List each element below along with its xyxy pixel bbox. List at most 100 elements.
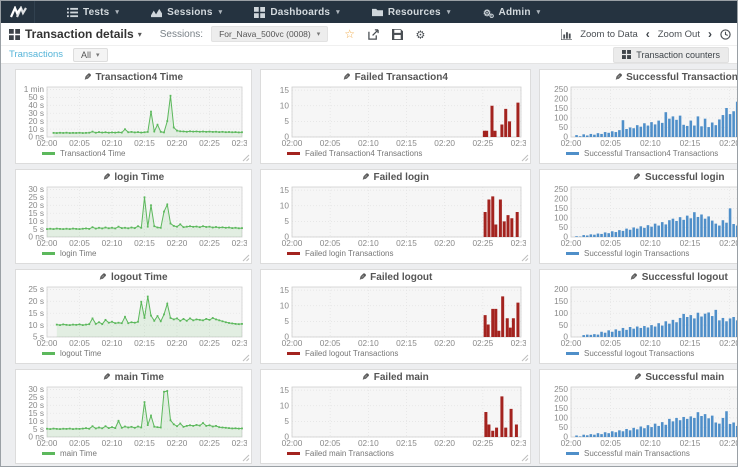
legend-label: login Time xyxy=(60,249,97,258)
chart-plot[interactable]: 02:00 02:05 02:10 02:15 02:20 02:25 02:30 15 10 5… xyxy=(265,284,526,348)
pan-left-chevron-icon[interactable]: ‹ xyxy=(645,27,650,41)
zoom-to-data-button[interactable]: Zoom to Data xyxy=(580,28,638,40)
legend-swatch xyxy=(287,252,300,255)
session-select[interactable]: For_Nava_500vc (0008) ▾ xyxy=(211,26,329,42)
chart-plot[interactable]: 02:0002:0502:1002:1502:2002:2502:3020015… xyxy=(544,284,737,348)
resize-handle-icon[interactable] xyxy=(521,154,529,162)
svg-text:02:00: 02:00 xyxy=(561,238,582,248)
chart-panel-main-time: ✎ main Time 02:00 02:05 02:10 02:15 02:20 02:2… xyxy=(15,369,252,464)
chart-plot[interactable]: 02:00 02:05 02:10 02:15 02:20 02:25 02:30 15 10 5… xyxy=(265,184,526,248)
chart-plot[interactable]: 02:00 02:05 02:10 02:15 02:20 02:25 02:30 25 s 2… xyxy=(20,284,247,348)
chart-plot[interactable]: 02:00 02:05 02:10 02:15 02:20 02:25 02:30 1 min… xyxy=(20,84,247,148)
edit-chart-pencil-icon[interactable]: ✎ xyxy=(630,272,638,282)
nav-item-resources[interactable]: Resources ▾ xyxy=(358,1,465,23)
legend-label: Successful Transaction4 Transactions xyxy=(584,149,719,158)
svg-text:02:20: 02:20 xyxy=(167,438,188,448)
favorite-star-icon[interactable]: ☆ xyxy=(344,27,356,41)
svg-text:0: 0 xyxy=(563,132,568,142)
svg-text:40 s: 40 s xyxy=(28,100,44,110)
chart-panel-failed-transaction4: ✎ Failed Transaction4 02:00 02:05 02:10 02:1… xyxy=(260,69,531,164)
all-filter-dropdown[interactable]: All ▾ xyxy=(73,47,108,62)
resize-handle-icon[interactable] xyxy=(521,254,529,262)
resize-handle-icon[interactable] xyxy=(242,454,250,462)
legend-label: Successful login Transactions xyxy=(584,249,690,258)
svg-text:⚙: ⚙ xyxy=(488,13,493,18)
edit-chart-pencil-icon[interactable]: ✎ xyxy=(343,72,351,82)
legend-swatch xyxy=(566,352,579,355)
zoom-out-button[interactable]: Zoom Out xyxy=(657,28,700,40)
edit-chart-pencil-icon[interactable]: ✎ xyxy=(633,172,642,182)
app-logo[interactable] xyxy=(1,1,35,23)
dashboard-title-caret-icon[interactable]: ▾ xyxy=(137,29,142,39)
svg-text:30 s: 30 s xyxy=(28,108,44,118)
save-icon[interactable] xyxy=(392,28,404,40)
edit-chart-pencil-icon[interactable]: ✎ xyxy=(358,272,367,282)
svg-text:0: 0 xyxy=(563,232,568,242)
nav-item-dashboards[interactable]: Dashboards ▾ xyxy=(240,1,354,23)
chart-plot[interactable]: 02:0002:0502:1002:1502:2002:2502:3025020… xyxy=(544,184,737,248)
share-icon[interactable] xyxy=(368,28,379,40)
dashboard-title[interactable]: Transaction details xyxy=(25,27,134,41)
svg-text:02:20: 02:20 xyxy=(434,438,455,448)
svg-text:02:10: 02:10 xyxy=(102,238,123,248)
edit-chart-pencil-icon[interactable]: ✎ xyxy=(103,372,111,382)
svg-text:100: 100 xyxy=(554,213,568,223)
svg-text:02:30: 02:30 xyxy=(232,138,247,148)
edit-chart-pencil-icon[interactable]: ✎ xyxy=(361,172,370,182)
svg-text:02:25: 02:25 xyxy=(472,238,493,248)
pan-right-chevron-icon[interactable]: › xyxy=(708,27,712,41)
svg-text:5 s: 5 s xyxy=(33,424,44,434)
svg-text:02:25: 02:25 xyxy=(199,138,220,148)
resize-handle-icon[interactable] xyxy=(521,354,529,362)
resize-handle-icon[interactable] xyxy=(242,254,250,262)
settings-gear-icon[interactable]: ⚙ xyxy=(416,29,427,39)
chart-title: Successful main xyxy=(645,372,725,383)
chart-title-row: ✎ Failed login xyxy=(265,171,526,184)
svg-text:02:10: 02:10 xyxy=(358,338,379,348)
resize-handle-icon[interactable] xyxy=(242,354,250,362)
chart-legend: Successful main Transactions xyxy=(544,448,737,459)
svg-text:02:20: 02:20 xyxy=(167,238,188,248)
edit-chart-pencil-icon[interactable]: ✎ xyxy=(362,372,370,382)
svg-text:15: 15 xyxy=(280,285,290,295)
chart-plot[interactable]: 02:00 02:05 02:10 02:15 02:20 02:25 02:30 15 10 5… xyxy=(265,84,526,148)
svg-text:10: 10 xyxy=(280,400,290,410)
svg-text:02:15: 02:15 xyxy=(680,138,701,148)
chart-panel-login-time: ✎ login Time 02:00 02:05 02:10 02:15 02:20 02:… xyxy=(15,169,252,264)
edit-chart-pencil-icon[interactable]: ✎ xyxy=(99,272,108,282)
chart-plot[interactable]: 02:0002:0502:1002:1502:2002:2502:3025020… xyxy=(544,84,737,148)
svg-text:10 s: 10 s xyxy=(28,416,44,426)
nav-item-admin[interactable]: ⚙ ⚙ Admin ▾ xyxy=(469,1,555,23)
resize-handle-icon[interactable] xyxy=(521,454,529,462)
edit-chart-pencil-icon[interactable]: ✎ xyxy=(633,372,642,382)
legend-label: Failed login Transactions xyxy=(305,249,394,258)
chart-plot[interactable]: 02:00 02:05 02:10 02:15 02:20 02:25 02:30 15 10 5… xyxy=(265,384,526,448)
zoom-to-data-icon[interactable] xyxy=(561,28,573,40)
edit-chart-pencil-icon[interactable]: ✎ xyxy=(614,72,623,82)
transactions-filter-link[interactable]: Transactions xyxy=(9,49,64,60)
svg-text:100: 100 xyxy=(554,413,568,423)
svg-text:02:20: 02:20 xyxy=(434,138,455,148)
nav-item-tests[interactable]: Tests ▾ xyxy=(53,1,133,23)
transaction-counters-button[interactable]: Transaction counters xyxy=(613,46,729,63)
svg-text:⚙: ⚙ xyxy=(416,29,425,39)
time-clock-icon[interactable] xyxy=(720,28,731,40)
legend-swatch xyxy=(287,152,300,155)
svg-text:5: 5 xyxy=(284,216,289,226)
svg-text:02:05: 02:05 xyxy=(69,438,90,448)
svg-text:200: 200 xyxy=(554,94,568,104)
legend-label: Failed main Transactions xyxy=(305,449,394,458)
svg-text:15: 15 xyxy=(280,385,290,395)
chart-panel-logout-time: ✎ logout Time 02:00 02:05 02:10 02:15 02:20 02… xyxy=(15,269,252,364)
svg-text:02:15: 02:15 xyxy=(396,438,417,448)
svg-text:25 s: 25 s xyxy=(28,392,44,402)
svg-text:02:10: 02:10 xyxy=(640,238,661,248)
chart-title-row: ✎ Failed Transaction4 xyxy=(265,71,526,84)
chart-plot[interactable]: 02:0002:0502:1002:1502:2002:2502:3025020… xyxy=(544,384,737,448)
nav-item-sessions[interactable]: Sessions ▾ xyxy=(137,1,236,23)
resize-handle-icon[interactable] xyxy=(242,154,250,162)
edit-chart-pencil-icon[interactable]: ✎ xyxy=(102,172,111,182)
edit-chart-pencil-icon[interactable]: ✎ xyxy=(83,72,92,82)
